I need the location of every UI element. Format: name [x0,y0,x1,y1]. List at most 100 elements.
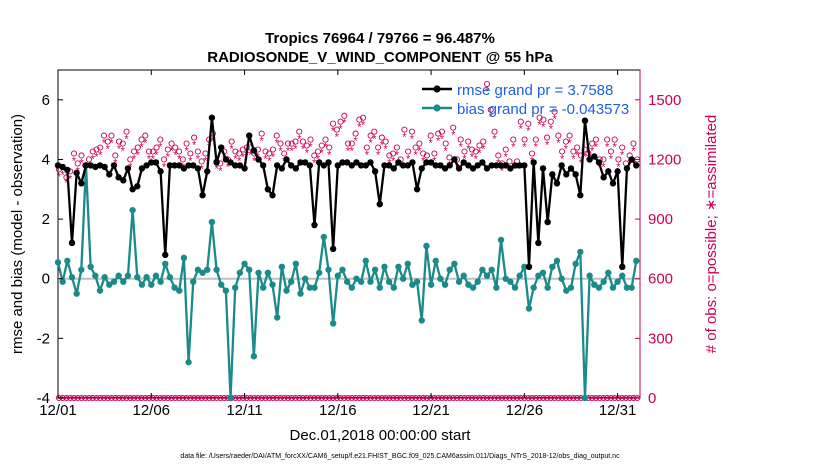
obs-assimilated-zero-point: * [616,394,621,406]
rmse-point [311,221,318,229]
rmse-point [348,162,355,169]
rmse-point [190,162,197,169]
rmse-point [595,159,603,166]
obs-assimilated-zero-point: * [320,394,325,406]
obs-assimilated-zero-point: * [260,394,265,406]
x-tick-label: 12/01 [39,402,77,419]
obs-possible-zero-point [187,394,194,402]
obs-possible-point [408,128,415,135]
obs-assimilated-zero-point: * [68,394,73,406]
obs-assimilated-zero-point: * [218,394,223,406]
obs-possible-point [311,152,318,159]
rmse-point [516,162,523,169]
obs-possible-point [299,138,307,145]
rmse-point [572,171,579,178]
rmse-point [208,114,216,121]
obs-possible-point [480,138,487,145]
obs-assimilated-zero-point: * [477,394,482,406]
obs-possible-point [74,160,81,167]
obs-assimilated-zero-point: * [282,394,287,406]
bias-point [218,281,225,288]
chart-title: Tropics 76964 / 79766 = 96.487% [265,30,495,47]
obs-possible-point [483,80,491,87]
bias-point [54,259,62,266]
obs-assimilated-zero-point: * [432,394,437,406]
obs-possible-point [562,138,569,145]
obs-assimilated-zero-point: * [380,394,385,406]
obs-assimilated-zero-point: * [391,394,396,406]
obs-assimilated-point: * [143,138,148,150]
y2-tick-label: 0 [648,390,656,407]
obs-assimilated-point: * [154,149,159,161]
rmse-point [502,162,509,169]
obs-assimilated-point: * [331,126,336,138]
obs-possible-zero-point [442,394,449,402]
obs-assimilated-point: * [177,153,182,165]
obs-assimilated-point: * [308,142,313,154]
obs-possible-zero-point [450,394,457,402]
obs-possible-zero-point [420,394,427,402]
obs-assimilated-point: * [278,146,283,158]
obs-possible-zero-point [390,394,397,402]
obs-assimilated-zero-point: * [395,394,400,406]
rmse-point [581,117,589,124]
obs-possible-zero-point [82,394,89,402]
obs-possible-zero-point [333,394,340,402]
obs-assimilated-zero-point: * [372,394,377,406]
obs-possible-zero-point [416,394,423,402]
bias-point [577,248,584,256]
obs-possible-zero-point [296,394,303,402]
bias-point [115,272,122,279]
y-axis-ticks: -4 -2 0 2 4 6 [37,92,63,407]
bias-point [320,233,328,241]
bias-point [591,281,598,288]
obs-assimilated-zero-point: * [511,394,516,406]
rmse-point [264,186,272,193]
obs-possible-point [168,140,175,147]
rmse-point [292,165,300,172]
obs-possible-zero-point [258,394,265,402]
rmse-point [218,144,225,151]
rmse-point [474,162,481,169]
obs-assimilated-zero-point: * [173,394,178,406]
bias-point [563,287,570,294]
rmse-point [497,162,505,169]
obs-possible-point [592,136,599,143]
bias-point [493,284,500,291]
obs-possible-point [532,136,539,143]
obs-assimilated-point: * [147,153,152,165]
obs-possible-zero-point [363,394,370,402]
bias-point [194,266,202,273]
obs-assimilated-zero-point: * [316,394,321,406]
obs-possible-point [540,116,547,123]
y2-tick-label: 1200 [648,151,681,168]
bias-point [427,281,435,288]
rmse-point [180,165,188,172]
rmse-point [381,162,388,169]
obs-possible-point [405,148,412,155]
obs-assimilated-point: * [323,142,328,154]
obs-assimilated-zero-point: * [560,394,565,406]
rmse-point [553,180,561,187]
rmse-point [246,132,253,139]
rmse-point [297,159,304,166]
bias-point [451,260,458,268]
bias-point [152,272,160,279]
rmse-point [59,163,66,171]
rmse-point [148,159,155,166]
obs-assimilated-point: * [162,161,167,173]
x-tick-label: 12/31 [599,402,637,419]
rmse-point [176,162,183,169]
rmse-point [325,159,332,166]
obs-possible-point [112,152,119,159]
obs-assimilated-point: * [537,120,542,132]
bias-point [259,284,267,291]
obs-assimilated-point: * [432,155,437,167]
rmse-point [623,165,631,172]
obs-possible-point [570,148,577,155]
obs-assimilated-zero-point: * [124,394,129,406]
rmse-point [479,159,486,166]
obs-possible-zero-point [89,394,96,402]
rmse-point [525,263,533,270]
obs-possible-point [559,148,566,155]
